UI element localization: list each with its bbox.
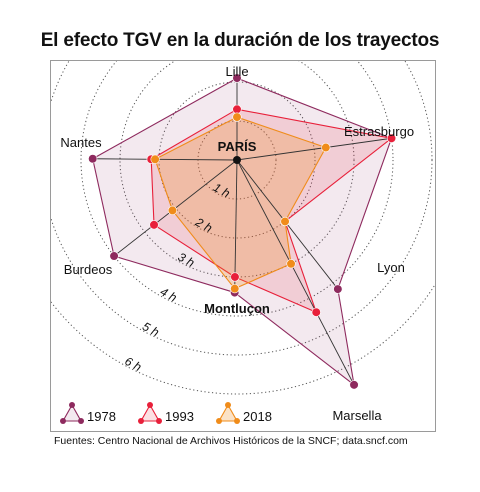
point-2018-2 [280,216,290,227]
point-1993-0 [232,104,242,114]
chart-title: El efecto TGV en la duración de los tray… [40,30,440,51]
ring-5h [51,61,433,356]
legend-dot-1978 [60,418,66,424]
spoke-3 [236,159,355,386]
city-label-0: Lille [225,64,248,79]
point-1978-3 [349,380,359,390]
point-2018-4 [230,284,240,294]
point-2018-0 [232,112,242,122]
ring-label-6h: 6 h [122,354,144,374]
source-note: Fuentes: Centro Nacional de Archivos His… [54,435,408,447]
legend-label-2018: 2018 [243,409,272,424]
paris-dot [233,156,241,164]
legend-dot-1978 [78,418,84,424]
spoke-1 [236,137,392,161]
point-1993-4 [230,272,240,282]
legend-swatch-2018 [218,403,238,422]
point-1978-6 [88,154,98,164]
center-label: PARÍS [218,139,257,154]
point-1993-1 [386,133,397,143]
ring-4h [80,61,394,317]
city-label-2: Lyon [377,260,405,275]
city-label-5: Burdeos [64,262,113,277]
legend-dot-1978 [69,402,75,408]
ring-2h [158,81,316,239]
city-label-4: Montluçon [204,301,270,316]
legend-swatch-1978 [62,403,82,422]
legend-label-1978: 1978 [87,409,116,424]
legend-dot-2018 [234,418,240,424]
ring-3h [119,61,355,278]
legend-dot-2018 [225,402,231,408]
point-2018-3 [286,259,296,269]
point-1978-0 [232,73,242,83]
spoke-4 [234,159,238,293]
legend-label-1993: 1993 [165,409,194,424]
legend-dot-1993 [147,402,153,408]
ring-label-5h: 5 h [140,319,162,339]
city-label-3: Marsella [332,408,382,423]
city-labels: Lille Estrasburgo Lyon Marsella Montluçon Bur… [60,64,414,423]
point-1978-5 [109,251,119,261]
point-1993-3 [311,307,321,317]
center: PARÍS [218,139,257,164]
city-label-1: Estrasburgo [344,124,414,139]
ring-label-4h: 4 h [158,284,180,304]
city-label-6: Nantes [60,135,102,150]
legend-dot-1993 [138,418,144,424]
legend: 1978 1993 2018 [60,402,272,424]
point-2018-1 [321,142,331,153]
point-2018-6 [150,154,160,164]
legend-swatch-1993 [140,403,160,422]
spoke-6 [92,158,238,161]
legend-dot-1993 [156,418,162,424]
legend-dot-2018 [216,418,222,424]
point-2018-5 [167,205,178,216]
point-1993-5 [149,220,159,230]
chart-frame [50,60,436,432]
markers [88,73,397,390]
point-1978-2 [333,284,343,294]
